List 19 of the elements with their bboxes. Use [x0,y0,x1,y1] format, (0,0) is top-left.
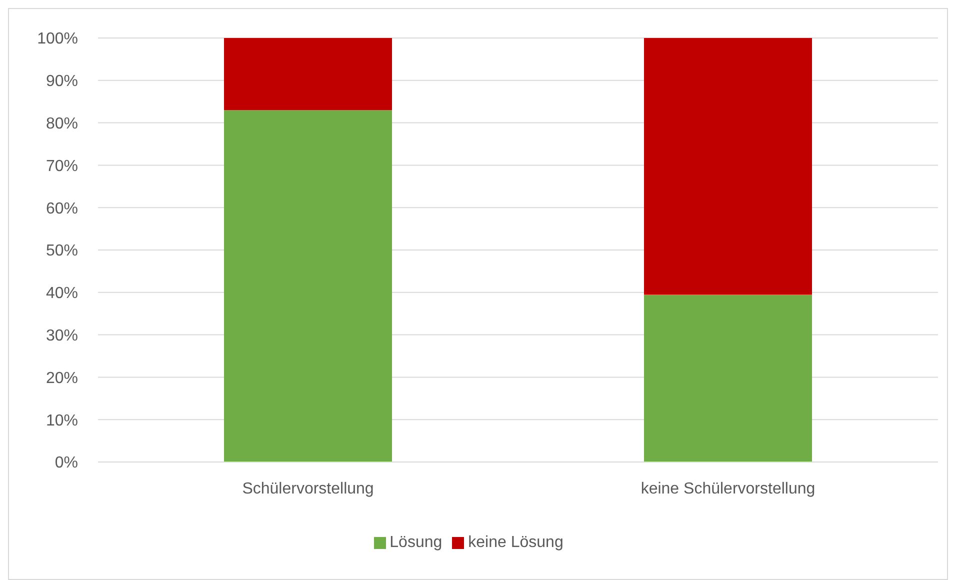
legend-label: keine Lösung [468,534,564,551]
y-tick-label: 0% [54,454,78,472]
y-tick-label: 70% [46,158,78,175]
bar [644,294,812,462]
bar [224,38,392,110]
y-tick-label: 30% [46,327,78,344]
bar [224,110,392,462]
y-tick-label: 90% [46,73,78,90]
y-tick-label: 60% [46,200,78,218]
y-tick-label: 20% [46,370,78,387]
y-tick-label: 40% [46,285,78,302]
y-tick-label: 80% [46,115,78,132]
y-tick-label: 10% [46,412,78,430]
legend-label: Lösung [390,534,442,551]
x-tick-label: Schülervorstellung [242,480,374,498]
y-tick-label: 50% [46,242,78,260]
x-tick-label: keine Schülervorstellung [640,480,816,498]
y-tick-label: 100% [37,30,78,48]
bar [644,38,812,295]
